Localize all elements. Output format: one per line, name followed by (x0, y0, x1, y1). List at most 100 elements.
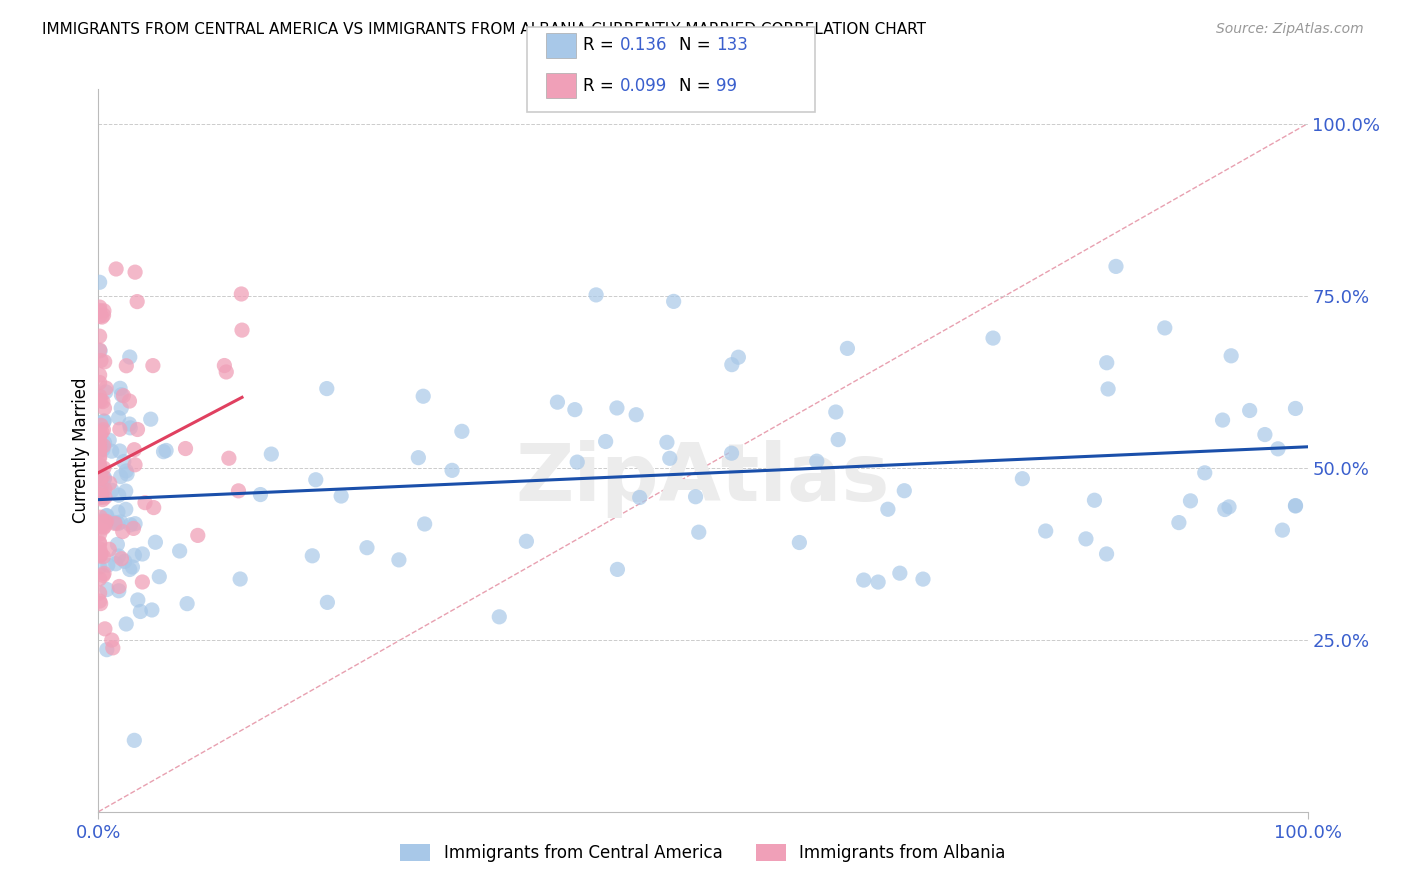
Point (121, 560, 143, 574)
Text: 99: 99 (716, 77, 737, 95)
Point (100, 444, 122, 458)
Point (118, 562, 141, 576)
Point (96, 508, 118, 523)
Point (131, 547, 153, 561)
Point (89, 472, 111, 486)
Point (94, 483, 117, 497)
Point (1097, 382, 1119, 396)
Point (110, 551, 132, 566)
Point (122, 442, 145, 457)
Point (89, 560, 111, 574)
Point (1271, 523, 1294, 537)
Point (114, 502, 136, 516)
Point (98, 542, 121, 557)
Point (141, 603, 163, 617)
Point (145, 535, 167, 549)
Point (129, 605, 152, 619)
Point (606, 401, 628, 415)
Point (93, 414, 115, 428)
Point (1095, 547, 1118, 561)
Point (118, 417, 141, 431)
Point (89, 510, 111, 524)
Point (911, 572, 934, 586)
Point (90, 471, 112, 485)
Point (868, 575, 890, 590)
Point (305, 473, 328, 487)
Point (89, 389, 111, 403)
Point (89, 473, 111, 487)
Point (89, 449, 111, 463)
Point (228, 483, 250, 498)
Point (90, 479, 112, 493)
Point (107, 410, 129, 425)
Point (89, 393, 111, 408)
Point (127, 294, 149, 309)
Point (90, 393, 112, 408)
Point (107, 583, 129, 598)
Point (624, 408, 647, 422)
Point (101, 640, 124, 655)
Point (89, 541, 111, 556)
Point (127, 422, 149, 436)
Point (94, 622, 117, 636)
Point (110, 388, 132, 402)
Point (187, 528, 209, 542)
Point (114, 484, 136, 499)
Point (91, 568, 114, 582)
Point (108, 579, 131, 593)
Point (110, 515, 132, 529)
Point (89, 439, 111, 453)
Point (112, 389, 135, 403)
Point (893, 483, 915, 498)
Point (89, 519, 111, 533)
Point (152, 444, 174, 458)
Point (628, 491, 651, 505)
Point (488, 610, 510, 624)
Point (515, 534, 537, 549)
Point (124, 733, 146, 747)
Point (89, 572, 111, 586)
Point (1212, 413, 1234, 427)
Point (90, 418, 112, 433)
Point (89, 343, 111, 358)
Point (110, 401, 132, 415)
Point (412, 389, 434, 403)
Point (249, 487, 271, 501)
Point (89, 275, 111, 289)
Point (685, 490, 707, 504)
Point (155, 443, 177, 458)
Point (89, 451, 111, 466)
Point (89, 329, 111, 343)
Point (90, 490, 112, 504)
Point (97, 558, 120, 573)
Point (90, 425, 112, 439)
Point (115, 467, 138, 481)
Y-axis label: Currently Married: Currently Married (72, 377, 90, 524)
Point (89, 488, 111, 502)
Point (441, 463, 464, 477)
Point (408, 450, 430, 465)
Point (112, 454, 135, 468)
Point (89, 535, 111, 549)
Text: R =: R = (583, 77, 620, 95)
Text: N =: N = (679, 37, 716, 54)
Point (91, 442, 114, 457)
Point (94, 381, 117, 395)
Point (93, 472, 115, 486)
Point (1284, 499, 1306, 513)
Point (100, 633, 122, 648)
Point (89, 586, 111, 600)
Point (89, 434, 111, 448)
Point (90, 483, 112, 498)
Point (104, 516, 127, 530)
Point (93, 423, 115, 437)
Point (120, 421, 142, 435)
Point (91, 310, 114, 324)
Point (98, 476, 121, 491)
Point (104, 516, 127, 531)
Text: IMMIGRANTS FROM CENTRAL AMERICA VS IMMIGRANTS FROM ALBANIA CURRENTLY MARRIED COR: IMMIGRANTS FROM CENTRAL AMERICA VS IMMIG… (42, 22, 927, 37)
Point (96, 582, 118, 597)
Point (789, 535, 811, 549)
Point (98, 433, 121, 447)
Point (658, 451, 681, 466)
